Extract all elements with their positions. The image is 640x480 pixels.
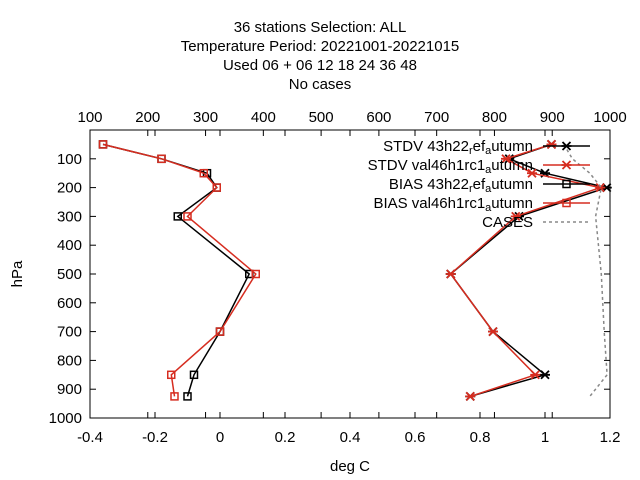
legend-label-1: STDV 43h22refautumn	[383, 138, 533, 157]
x2-tick-label: 700	[424, 109, 449, 126]
y-axis-label: hPa	[9, 260, 26, 287]
series-4-point	[157, 154, 166, 164]
series-4-point	[212, 183, 221, 192]
x2-tick-label: 600	[366, 109, 391, 126]
legend-marker-4	[562, 198, 571, 208]
series-line-4	[102, 143, 257, 397]
series-2-point	[527, 168, 537, 178]
x-axis-label: deg C	[330, 458, 370, 475]
series-4-point	[170, 392, 179, 401]
legend-marker-3	[562, 179, 571, 189]
y-tick-label: 600	[57, 295, 82, 312]
series-4-point	[167, 370, 176, 380]
x-tick-label: 0.6	[405, 429, 426, 446]
series-4-point	[215, 327, 225, 336]
series-2-point	[530, 370, 541, 380]
series-3-point	[173, 212, 182, 221]
series-line-5	[563, 144, 608, 397]
y-tick-label: 400	[57, 237, 82, 254]
series-3-point	[189, 370, 199, 380]
title-line-4: No cases	[288, 76, 352, 93]
series-2-point	[501, 154, 511, 164]
series-1-point	[540, 370, 550, 380]
y-tick-label: 300	[57, 208, 82, 225]
x2-tick-label: 500	[309, 109, 334, 126]
x2-tick-label: 400	[251, 109, 276, 126]
series-2-point	[445, 269, 456, 279]
x2-tick-label: 100	[77, 109, 102, 126]
x-tick-label: 0	[216, 429, 224, 446]
x2-tick-label: 300	[193, 109, 218, 126]
x-tick-label: 1.2	[600, 429, 621, 446]
series-2-point	[510, 211, 521, 222]
y-tick-label: 500	[57, 266, 82, 283]
title-line-1: 36 stations Selection: ALL	[233, 19, 407, 36]
x-tick-label: -0.2	[142, 429, 168, 446]
series-3-point	[183, 392, 192, 401]
x2-tick-label: 800	[482, 109, 507, 126]
series-4-point	[98, 140, 108, 149]
x-tick-label: -0.4	[77, 429, 103, 446]
x-tick-label: 0.8	[470, 429, 491, 446]
x-tick-label: 0.2	[275, 429, 296, 446]
series-2-point	[488, 326, 498, 337]
legend-label-5: CASES	[482, 214, 533, 231]
series-4-point	[183, 212, 192, 221]
series-line-3	[102, 143, 251, 397]
x2-tick-label: 200	[135, 109, 160, 126]
x-tick-label: 1	[541, 429, 549, 446]
title-line-2: Temperature Period: 20221001-20221015	[180, 38, 460, 55]
legend-label-2: STDV val46h1rc1autumn	[368, 157, 533, 176]
y-tick-label: 900	[57, 381, 82, 398]
y-tick-label: 800	[57, 352, 82, 369]
series-2-point	[465, 391, 476, 402]
y-tick-label: 200	[57, 180, 82, 197]
y-tick-label: 1000	[49, 410, 82, 427]
legend-marker-2	[561, 160, 572, 170]
y-tick-label: 100	[57, 151, 82, 168]
x2-tick-label: 900	[540, 109, 565, 126]
series-2-point	[546, 139, 557, 150]
y-tick-label: 700	[57, 324, 82, 341]
series-2-point	[595, 182, 606, 193]
legend-label-3: BIAS 43h22refautumn	[389, 176, 533, 195]
series-4-point	[251, 269, 260, 279]
x-tick-label: 0.4	[340, 429, 361, 446]
title-line-3: Used 06 + 06 12 18 24 36 48	[223, 57, 417, 74]
legend-marker-1	[561, 141, 572, 151]
legend-label-4: BIAS val46h1rc1autumn	[373, 195, 533, 214]
series-4-point	[199, 168, 208, 178]
x2-tick-label: 1000	[593, 109, 626, 126]
